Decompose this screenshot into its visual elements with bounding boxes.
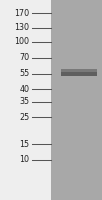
FancyBboxPatch shape	[61, 72, 97, 76]
Text: 15: 15	[19, 140, 30, 149]
Text: 55: 55	[19, 70, 30, 78]
FancyBboxPatch shape	[0, 0, 51, 200]
Text: 100: 100	[15, 38, 30, 46]
FancyBboxPatch shape	[61, 69, 97, 72]
Text: 70: 70	[19, 53, 30, 62]
Text: 10: 10	[20, 156, 30, 164]
Text: 35: 35	[19, 98, 30, 106]
Text: 130: 130	[15, 23, 30, 32]
Text: 170: 170	[14, 8, 30, 18]
Text: 40: 40	[20, 85, 30, 94]
Text: 25: 25	[19, 112, 30, 121]
